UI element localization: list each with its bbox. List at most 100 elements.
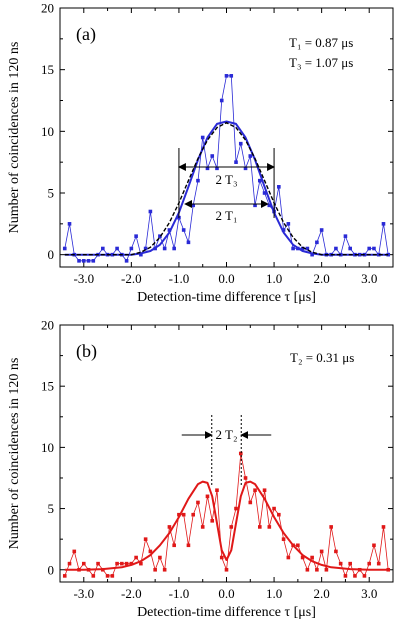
y-axis-title: Number of coincidences in 120 ns — [7, 358, 22, 550]
x-tick-label: -3.0 — [73, 271, 94, 286]
data-point — [167, 228, 172, 232]
data-point — [101, 246, 105, 251]
data-point — [143, 246, 148, 251]
data-point — [234, 506, 238, 511]
data-point — [253, 203, 257, 208]
data-point — [162, 567, 167, 572]
data-point — [248, 500, 253, 505]
x-tick-label: -1.0 — [169, 271, 190, 286]
param-t2: T₂ = 0.31 μs — [290, 350, 354, 365]
data-point — [139, 561, 143, 566]
data-point — [224, 567, 229, 572]
data-point — [124, 259, 129, 263]
param-t3: T₃ = 1.07 μs — [289, 55, 353, 70]
data-point — [348, 561, 352, 566]
data-point — [300, 555, 305, 560]
data-series-line — [64, 75, 389, 262]
data-point — [191, 512, 195, 517]
data-point — [134, 555, 138, 560]
data-point — [81, 561, 86, 566]
data-point — [319, 228, 324, 232]
data-point — [353, 574, 357, 578]
data-series-line — [64, 453, 389, 578]
data-point — [229, 74, 234, 78]
y-tick-label: 0 — [48, 562, 55, 577]
x-tick-label: 0.0 — [218, 586, 234, 601]
y-tick-label: 5 — [48, 501, 55, 516]
span-label-t2: 2 T₂ — [216, 427, 238, 442]
data-point — [186, 240, 191, 245]
data-point — [253, 488, 257, 493]
panel-b: 0 5 10 15 20 -3.0 -2.0 -1.0 0.0 1.0 2.0 3.0 Detectio… — [7, 318, 394, 620]
data-point — [62, 574, 67, 578]
x-tick-label: 0.0 — [218, 271, 234, 286]
data-point — [91, 574, 96, 578]
x-tick-label: -2.0 — [121, 586, 142, 601]
data-point — [319, 549, 324, 554]
panel-label: (a) — [76, 24, 96, 45]
x-axis-title: Detection-time difference τ [μs] — [137, 290, 316, 305]
data-point — [267, 203, 272, 208]
data-point — [372, 543, 376, 548]
data-point — [134, 234, 138, 238]
y-tick-label: 20 — [41, 1, 54, 16]
data-point — [72, 549, 77, 554]
data-point — [348, 246, 352, 251]
y-tick-label: 10 — [41, 440, 54, 455]
data-point — [96, 561, 100, 566]
data-point — [367, 246, 372, 251]
data-point — [343, 234, 348, 238]
data-point — [77, 259, 81, 263]
data-point — [115, 246, 119, 251]
data-point — [67, 222, 72, 226]
data-point — [310, 555, 314, 560]
data-point — [334, 246, 338, 251]
data-point — [153, 567, 157, 572]
y-tick-label: 15 — [41, 62, 54, 77]
data-point — [177, 512, 181, 517]
data-point — [376, 561, 381, 566]
data-point — [67, 561, 72, 566]
data-point — [167, 525, 172, 529]
x-tick-label: 2.0 — [314, 271, 330, 286]
panel-label: (b) — [76, 341, 97, 362]
data-point — [129, 246, 134, 251]
panel-a: 0 5 10 15 20 -3.0 -2.0 -1.0 0.0 1.0 2.0 3.0 Detectio… — [7, 1, 394, 305]
x-tick-label: -2.0 — [121, 271, 142, 286]
data-point — [258, 178, 262, 183]
data-point — [386, 567, 391, 572]
data-point — [158, 555, 162, 560]
data-point — [386, 252, 391, 257]
data-point — [367, 561, 372, 566]
data-point — [315, 567, 319, 572]
fit-curve — [64, 120, 389, 256]
x-axis-title: Detection-time difference τ [μs] — [137, 605, 316, 620]
data-point — [205, 494, 210, 499]
x-tick-label: 3.0 — [361, 586, 377, 601]
data-point — [210, 154, 215, 158]
y-tick-label: 10 — [41, 124, 54, 139]
data-point — [272, 506, 276, 511]
fit-curve-dashed — [64, 121, 389, 256]
data-point — [91, 259, 96, 263]
data-point — [186, 543, 191, 548]
data-point — [143, 537, 148, 541]
data-point — [81, 259, 86, 263]
data-point — [343, 574, 348, 578]
data-point — [148, 549, 153, 554]
data-point — [196, 500, 200, 505]
data-point — [200, 525, 205, 529]
data-point — [243, 166, 248, 171]
x-tick-label: 1.0 — [266, 271, 282, 286]
data-point — [210, 519, 215, 523]
data-point — [300, 246, 305, 251]
data-point — [110, 574, 115, 578]
data-point — [181, 228, 186, 232]
data-point — [372, 246, 376, 251]
data-point — [115, 561, 119, 566]
y-tick-label: 15 — [41, 379, 54, 394]
data-point — [139, 252, 143, 257]
data-point — [238, 451, 243, 456]
data-point — [281, 228, 286, 232]
